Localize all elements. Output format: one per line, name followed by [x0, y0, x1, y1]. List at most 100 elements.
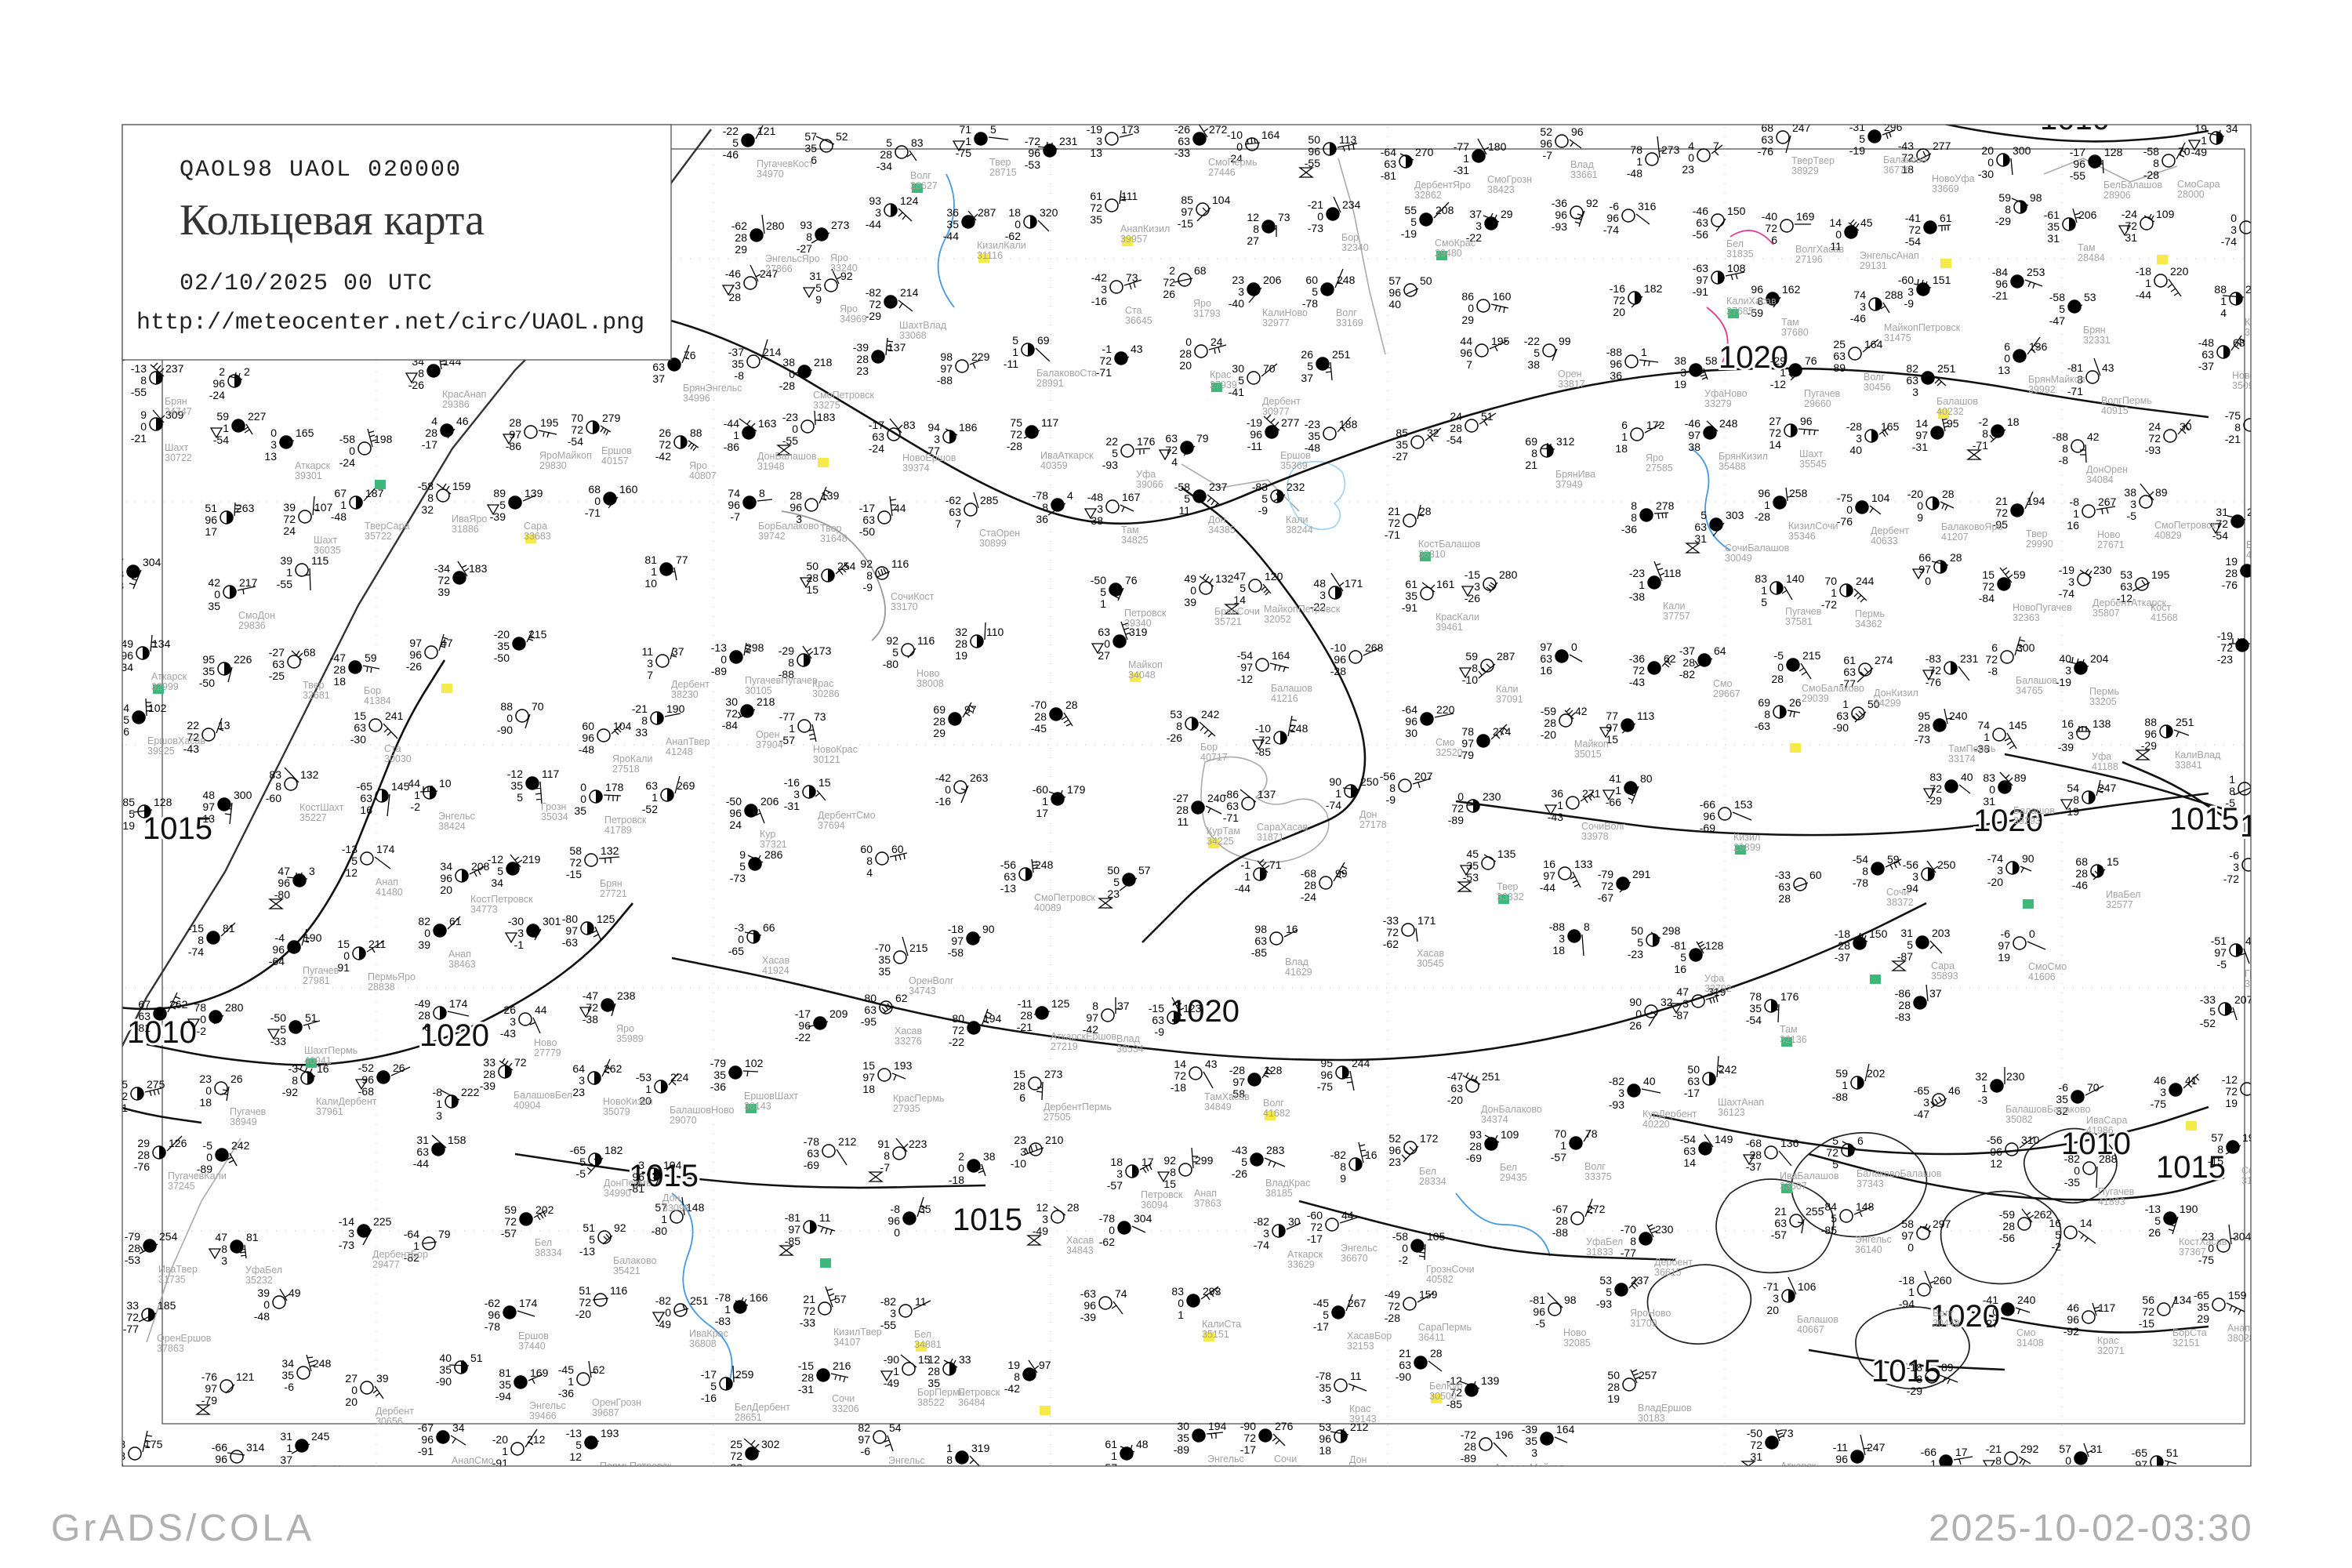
svg-text:28: 28 — [483, 1068, 495, 1080]
svg-text:102: 102 — [148, 702, 167, 714]
svg-text:34: 34 — [440, 860, 452, 873]
svg-text:-20: -20 — [575, 1308, 591, 1320]
svg-text:59: 59 — [504, 1203, 517, 1216]
svg-text:203: 203 — [1932, 927, 1951, 939]
svg-text:-38: -38 — [1629, 590, 1645, 603]
svg-text:СочиБалашов: СочиБалашов — [1725, 543, 1790, 554]
svg-text:Кольцевая карта: Кольцевая карта — [180, 196, 485, 245]
svg-text:-24: -24 — [339, 456, 355, 469]
svg-text:35034: 35034 — [541, 811, 568, 822]
svg-text:110: 110 — [986, 626, 1004, 638]
svg-text:32520: 32520 — [1436, 747, 1463, 758]
svg-text:263: 263 — [970, 771, 989, 784]
svg-text:1: 1 — [1335, 787, 1341, 800]
svg-text:70: 70 — [571, 412, 583, 424]
svg-text:202: 202 — [535, 1203, 554, 1216]
svg-text:-9: -9 — [1386, 793, 1396, 806]
svg-text:82: 82 — [858, 1421, 870, 1434]
svg-text:288: 288 — [1885, 289, 1904, 301]
svg-text:190: 190 — [2180, 1203, 2198, 1215]
svg-text:-29: -29 — [1907, 1385, 1922, 1397]
svg-text:0: 0 — [506, 712, 513, 724]
svg-text:212: 212 — [527, 1433, 546, 1446]
svg-text:30: 30 — [1177, 1420, 1189, 1432]
svg-text:220: 220 — [2170, 265, 2189, 278]
svg-text:20: 20 — [1766, 1304, 1779, 1316]
svg-text:-88: -88 — [1606, 346, 1622, 358]
svg-text:1: 1 — [223, 422, 229, 434]
svg-text:5: 5 — [1241, 1156, 1247, 1168]
svg-text:20: 20 — [440, 884, 452, 896]
svg-text:12: 12 — [1247, 211, 1259, 223]
svg-text:15: 15 — [1163, 1178, 1176, 1190]
svg-text:Смо: Смо — [2016, 1327, 2036, 1338]
svg-text:34374: 34374 — [1481, 1114, 1508, 1125]
svg-text:33240: 33240 — [830, 263, 858, 274]
svg-text:270: 270 — [1415, 146, 1434, 158]
svg-text:68: 68 — [303, 646, 316, 659]
svg-text:208: 208 — [1436, 204, 1454, 216]
svg-text:96: 96 — [1555, 209, 1567, 221]
svg-text:304: 304 — [143, 556, 162, 568]
svg-text:96: 96 — [361, 1073, 374, 1086]
svg-text:72: 72 — [725, 707, 738, 720]
svg-text:-21: -21 — [1992, 289, 2008, 302]
svg-text:СмоБалаково: СмоБалаково — [1802, 683, 1864, 694]
svg-text:33: 33 — [483, 1056, 495, 1069]
svg-text:182: 182 — [1644, 282, 1663, 295]
svg-text:3: 3 — [348, 1227, 354, 1240]
svg-text:Яро: Яро — [1646, 452, 1664, 463]
svg-text:8: 8 — [1092, 1000, 1098, 1012]
svg-text:72: 72 — [869, 298, 881, 310]
svg-text:ДербентБор: ДербентБор — [372, 1249, 428, 1260]
svg-text:62: 62 — [895, 992, 908, 1004]
svg-text:35: 35 — [281, 1369, 294, 1381]
svg-text:72: 72 — [586, 1001, 598, 1014]
svg-text:271: 271 — [1582, 787, 1601, 800]
svg-text:276: 276 — [1275, 1420, 1294, 1432]
svg-text:-49: -49 — [1033, 1225, 1048, 1237]
svg-text:5: 5 — [1907, 938, 1913, 951]
svg-text:33275: 33275 — [813, 400, 840, 411]
svg-text:38372: 38372 — [1886, 897, 1914, 908]
svg-text:4: 4 — [866, 866, 873, 879]
svg-text:183: 183 — [817, 411, 836, 423]
svg-text:ЕршовШахт: ЕршовШахт — [744, 1091, 798, 1102]
svg-text:6: 6 — [1857, 1134, 1864, 1147]
svg-text:29836: 29836 — [238, 620, 266, 631]
svg-text:9: 9 — [739, 848, 746, 861]
svg-text:72: 72 — [1765, 222, 1777, 234]
svg-text:5: 5 — [886, 136, 892, 149]
svg-text:7: 7 — [1713, 140, 1719, 152]
svg-text:28: 28 — [1898, 999, 1911, 1011]
svg-text:0: 0 — [945, 783, 951, 796]
svg-text:59: 59 — [1835, 1067, 1848, 1080]
svg-text:-73: -73 — [730, 872, 746, 884]
svg-text:63: 63 — [1833, 350, 1846, 362]
svg-text:240: 240 — [2017, 1294, 2036, 1306]
svg-text:29899: 29899 — [1733, 842, 1761, 853]
svg-text:96: 96 — [1250, 428, 1262, 441]
svg-text:Дон: Дон — [1359, 809, 1377, 820]
svg-text:58: 58 — [1705, 354, 1718, 367]
svg-text:63: 63 — [807, 1147, 819, 1160]
svg-text:1: 1 — [1981, 1082, 1987, 1094]
svg-text:300: 300 — [2016, 641, 2035, 654]
svg-text:5: 5 — [1534, 347, 1540, 359]
svg-text:51: 51 — [305, 1011, 318, 1024]
svg-text:29990: 29990 — [2026, 539, 2053, 550]
svg-text:3: 3 — [1923, 1096, 1929, 1109]
svg-text:27721: 27721 — [600, 888, 627, 899]
svg-text:2025-10-02-03:30: 2025-10-02-03:30 — [1929, 1508, 2253, 1549]
svg-text:63: 63 — [354, 721, 366, 734]
svg-text:218: 218 — [814, 356, 833, 368]
svg-text:Дон: Дон — [662, 1192, 681, 1203]
svg-text:0: 0 — [343, 949, 350, 962]
svg-text:БалашовНово: БалашовНово — [670, 1105, 735, 1116]
svg-text:8: 8 — [806, 230, 812, 243]
svg-text:0: 0 — [1457, 790, 1464, 803]
svg-text:28627: 28627 — [910, 180, 938, 191]
svg-text:-2: -2 — [1399, 1254, 1409, 1266]
svg-text:-3: -3 — [1978, 1094, 1988, 1106]
svg-text:-3: -3 — [635, 1159, 645, 1171]
